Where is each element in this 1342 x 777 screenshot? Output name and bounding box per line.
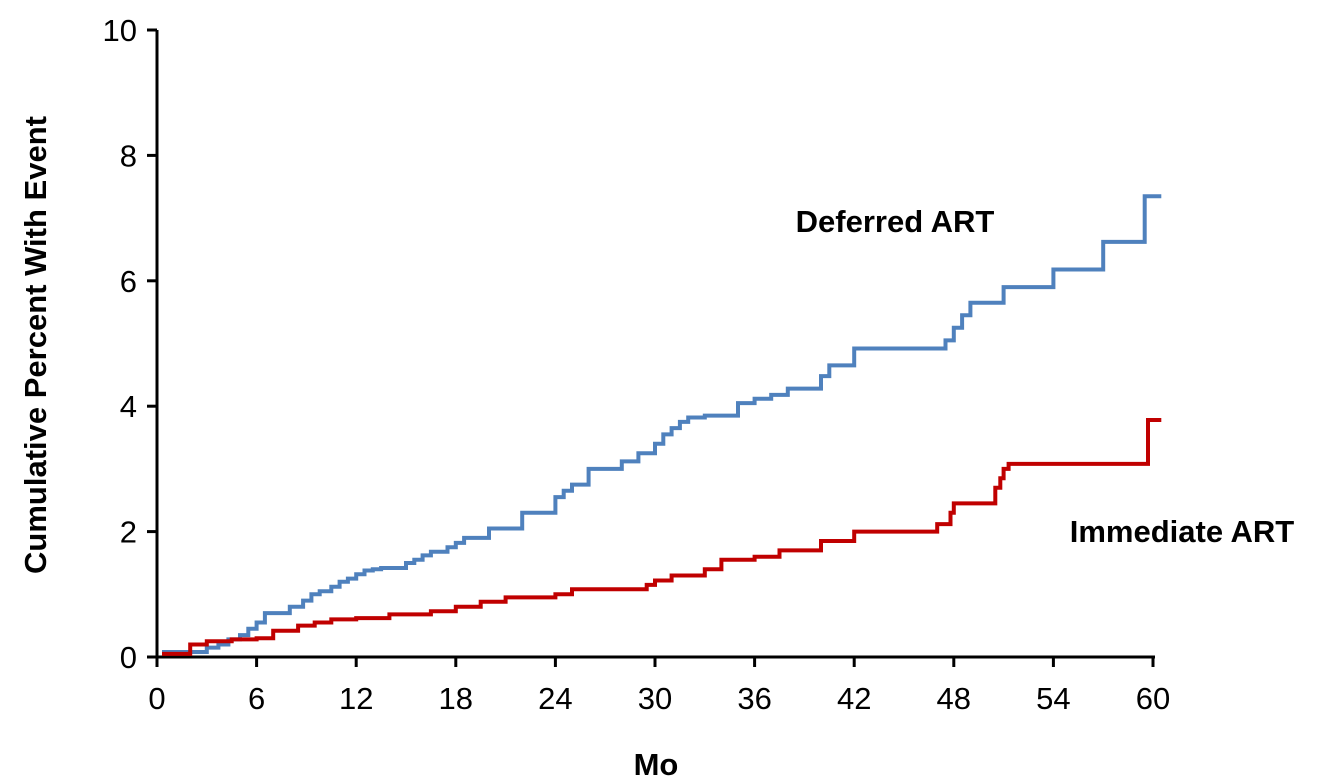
y-tick-label: 8 [120, 138, 137, 173]
series-line-deferred-art [162, 194, 1162, 654]
x-tick-label: 30 [638, 681, 672, 716]
x-tick-label: 60 [1136, 681, 1170, 716]
y-axis-title: Cumulative Percent With Event [18, 116, 53, 574]
x-tick-label: 18 [439, 681, 473, 716]
y-tick-label: 10 [103, 13, 137, 48]
x-tick-label: 48 [937, 681, 971, 716]
y-axis: 0 2 4 6 8 10 [103, 13, 159, 675]
series-label-deferred-art: Deferred ART [796, 204, 995, 239]
x-tick-label: 36 [737, 681, 771, 716]
series-line-immediate-art [162, 418, 1162, 656]
x-tick-label: 0 [148, 681, 165, 716]
x-tick-label: 12 [339, 681, 373, 716]
x-tick-label: 24 [538, 681, 572, 716]
y-tick-label: 6 [120, 264, 137, 299]
x-axis-title: Mo [634, 747, 679, 777]
y-tick-label: 0 [120, 640, 137, 675]
x-tick-label: 6 [248, 681, 265, 716]
series-label-immediate-art: Immediate ART [1070, 514, 1295, 549]
y-tick-label: 4 [120, 389, 137, 424]
x-axis: 0 6 12 18 24 30 36 42 48 54 60 [148, 655, 1170, 716]
series-labels: Deferred ART Immediate ART [796, 204, 1295, 549]
x-tick-label: 42 [837, 681, 871, 716]
y-tick-label: 2 [120, 515, 137, 550]
series-lines [162, 194, 1162, 656]
x-tick-label: 54 [1036, 681, 1070, 716]
